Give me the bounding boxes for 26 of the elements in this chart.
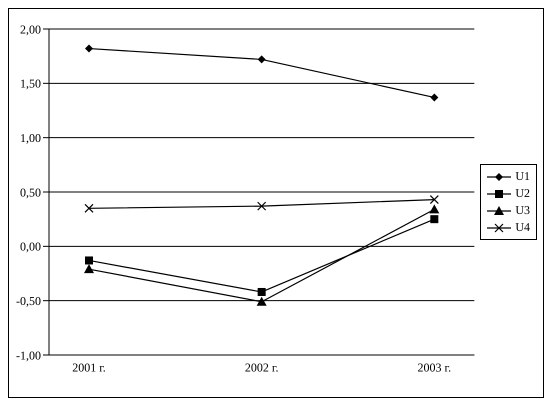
point (430, 93, 438, 102)
point (430, 195, 439, 204)
point (84, 204, 94, 213)
legend-label: U1 (515, 169, 530, 184)
point (258, 55, 266, 64)
point (85, 44, 93, 53)
legend-label: U4 (515, 220, 530, 235)
point (258, 288, 266, 296)
x-tick-label: 2003 г. (418, 360, 452, 375)
y-tick-label: -0,50 (16, 294, 41, 308)
point (430, 215, 438, 224)
y-tick-label: 0,00 (20, 240, 41, 254)
legend-label: U3 (515, 203, 530, 218)
point (429, 204, 440, 214)
y-tick-label: 1,00 (20, 130, 41, 145)
y-tick-label: -1,00 (16, 348, 41, 362)
y-tick-label: 0,50 (20, 185, 41, 200)
point (84, 264, 94, 274)
y-tick-label: 2,00 (20, 22, 41, 36)
x-tick-label: 2002 г. (244, 360, 278, 375)
y-tick-label: 1,50 (20, 76, 41, 91)
x-tick-label: 2001 г. (72, 360, 106, 375)
point (85, 256, 93, 264)
point (257, 202, 266, 211)
point (256, 296, 267, 306)
legend-label: U2 (515, 186, 530, 201)
